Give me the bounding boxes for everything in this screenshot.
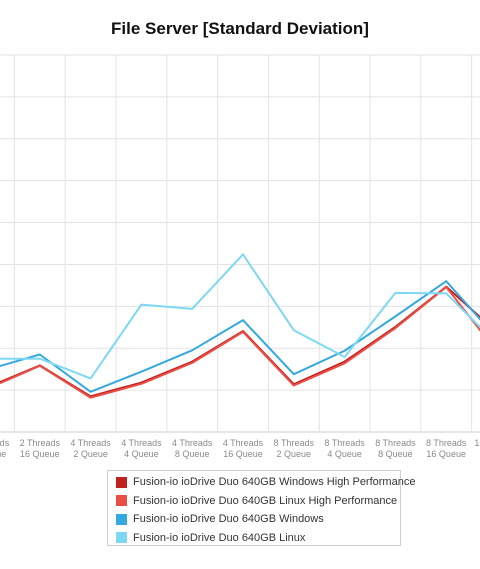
x-tick-label: 8 Threads 8 Queue [375,438,416,459]
chart-series-lines [0,253,480,399]
series-line-0 [0,285,480,398]
legend-label: Fusion-io ioDrive Duo 640GB Linux High P… [133,494,398,507]
series-line-2 [0,280,480,393]
legend-swatch [116,476,127,488]
x-tick-label: 2 Threads 16 Queue [20,438,61,459]
legend-swatch [116,532,127,544]
legend-label: Fusion-io ioDrive Duo 640GB Linux [133,531,306,544]
legend-label: Fusion-io ioDrive Duo 640GB Windows High… [133,476,416,489]
x-tick-label: 8 Threads 16 Queue [426,438,467,459]
series-line-3 [0,253,480,380]
series-line-1 [0,286,480,399]
x-tick-label: 4 Threads 4 Queue [121,438,162,459]
chart-grid [0,54,480,433]
x-tick-label: 4 Threads 8 Queue [172,438,213,459]
legend-item: Fusion-io ioDrive Duo 640GB Linux [116,529,392,548]
chart-legend: Fusion-io ioDrive Duo 640GB Windows High… [107,470,415,548]
chart-title: File Server [Standard Deviation] [111,19,369,38]
x-tick-label: 4 Threads 2 Queue [70,438,111,459]
legend-item: Fusion-io ioDrive Duo 640GB Windows [116,510,392,529]
legend-item: Fusion-io ioDrive Duo 640GB Linux High P… [116,492,397,511]
legend-swatch [116,495,127,507]
x-tick-label: 4 Threads 16 Queue [223,438,264,459]
x-tick-label: 8 Threads 2 Queue [274,438,315,459]
legend-label: Fusion-io ioDrive Duo 640GB Windows [133,513,324,526]
x-tick-label: 8 Threads 4 Queue [324,438,365,459]
legend-item: Fusion-io ioDrive Duo 640GB Windows High… [116,473,415,492]
legend-swatch [116,513,127,525]
